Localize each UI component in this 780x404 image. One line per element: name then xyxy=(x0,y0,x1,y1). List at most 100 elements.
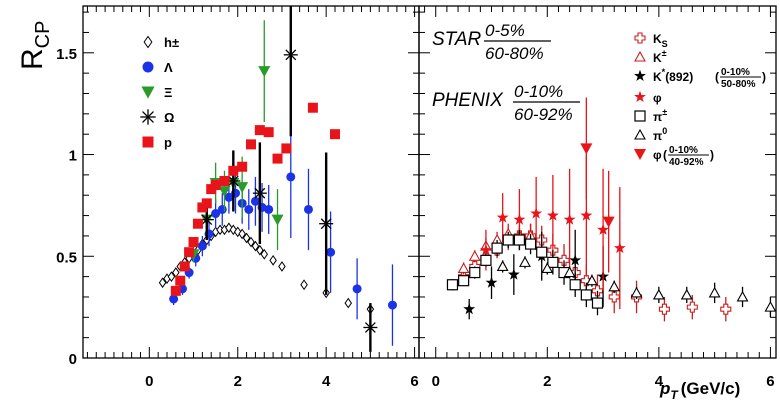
data-point xyxy=(326,247,336,257)
data-point xyxy=(513,234,526,246)
legend-label: h± xyxy=(164,35,179,50)
data-point xyxy=(228,165,239,176)
data-point xyxy=(536,246,548,258)
data-point xyxy=(580,275,592,287)
data-point xyxy=(463,302,476,315)
plot-frame-right xyxy=(418,5,777,359)
data-point xyxy=(218,186,231,198)
data-point xyxy=(224,192,234,202)
data-point xyxy=(307,102,318,113)
data-point xyxy=(652,288,665,300)
data-point xyxy=(658,303,670,315)
data-point xyxy=(271,214,284,226)
data-point xyxy=(254,125,265,136)
annotation-star: STAR 0-5% 60-80% xyxy=(432,21,551,63)
legend-label: φ xyxy=(653,148,662,162)
x-tick-label: 2 xyxy=(543,373,551,390)
legend-frac-num: 0-10% xyxy=(721,67,750,78)
data-point xyxy=(238,228,246,240)
data-point xyxy=(319,216,334,231)
legend-label: K± xyxy=(653,48,667,65)
data-point xyxy=(387,300,397,310)
data-point xyxy=(269,254,277,266)
legend-marker xyxy=(634,110,646,122)
legend-frac-num: 0-10% xyxy=(669,145,698,156)
data-point xyxy=(457,262,470,274)
annotation-denominator: 60-80% xyxy=(485,44,544,63)
data-point xyxy=(330,129,340,140)
data-point xyxy=(300,279,308,291)
legend-label: p xyxy=(164,135,172,150)
y-tick-label: 0 xyxy=(69,351,77,368)
legend-label: K*(892) xyxy=(653,67,693,84)
data-point xyxy=(244,204,254,214)
annotation-numerator: 0-5% xyxy=(485,21,525,40)
data-point xyxy=(507,268,520,280)
data-point xyxy=(580,209,593,221)
annotation-phenix: PHENIX 0-10% 60-92% xyxy=(432,82,580,124)
data-point xyxy=(597,223,610,235)
data-point xyxy=(580,143,593,155)
data-point xyxy=(303,204,313,214)
data-point xyxy=(219,175,230,186)
data-point xyxy=(184,247,195,258)
data-point xyxy=(344,297,353,309)
y-tick-label: 0.5 xyxy=(56,249,77,266)
data-point xyxy=(264,204,274,214)
data-point xyxy=(158,277,167,289)
y-tick-label: 1 xyxy=(69,148,77,165)
legend-frac-den: 50-80% xyxy=(721,79,756,90)
data-point xyxy=(260,248,269,260)
legend-paren: ( xyxy=(663,148,667,162)
data-point xyxy=(680,288,693,300)
data-point xyxy=(247,236,255,248)
data-point xyxy=(708,286,721,298)
series-- xyxy=(199,6,378,352)
legend-marker xyxy=(634,32,646,44)
data-point xyxy=(519,256,531,267)
data-point xyxy=(569,254,582,266)
data-point xyxy=(246,139,256,150)
x-tick-label: 2 xyxy=(234,373,242,390)
data-point xyxy=(192,218,203,229)
data-layer xyxy=(158,6,777,352)
data-point xyxy=(169,294,179,304)
x-tick-label: 0 xyxy=(145,373,153,390)
data-point xyxy=(286,172,296,182)
legend-marker xyxy=(634,128,646,140)
legend-marker xyxy=(141,86,155,99)
axes-layer xyxy=(82,5,777,359)
series-p xyxy=(170,102,340,296)
legend-marker xyxy=(142,136,154,148)
data-point xyxy=(250,196,260,206)
data-point xyxy=(211,209,221,219)
x-axis-title: pT (GeV/c) xyxy=(659,379,740,402)
data-point xyxy=(496,211,509,223)
legend-label: Ξ xyxy=(164,85,172,100)
legend-paren: ( xyxy=(715,70,719,84)
data-point xyxy=(585,274,598,286)
data-point xyxy=(237,161,248,172)
data-point xyxy=(580,289,592,301)
data-point xyxy=(252,186,267,201)
data-point xyxy=(272,153,283,164)
data-point xyxy=(352,284,362,294)
data-point xyxy=(686,301,698,313)
annotation-experiment: STAR xyxy=(432,29,482,50)
data-point xyxy=(764,301,777,312)
data-point xyxy=(479,243,492,256)
series-K-S xyxy=(446,223,732,322)
data-point xyxy=(225,222,233,234)
data-point xyxy=(468,250,481,261)
series-- xyxy=(479,154,626,310)
series-h- xyxy=(158,222,375,315)
plot-frame-left xyxy=(82,5,420,359)
data-point xyxy=(188,237,199,248)
legend-marker xyxy=(143,35,153,49)
data-point xyxy=(480,254,492,266)
legend-label: π± xyxy=(653,107,667,124)
data-point xyxy=(167,271,176,282)
